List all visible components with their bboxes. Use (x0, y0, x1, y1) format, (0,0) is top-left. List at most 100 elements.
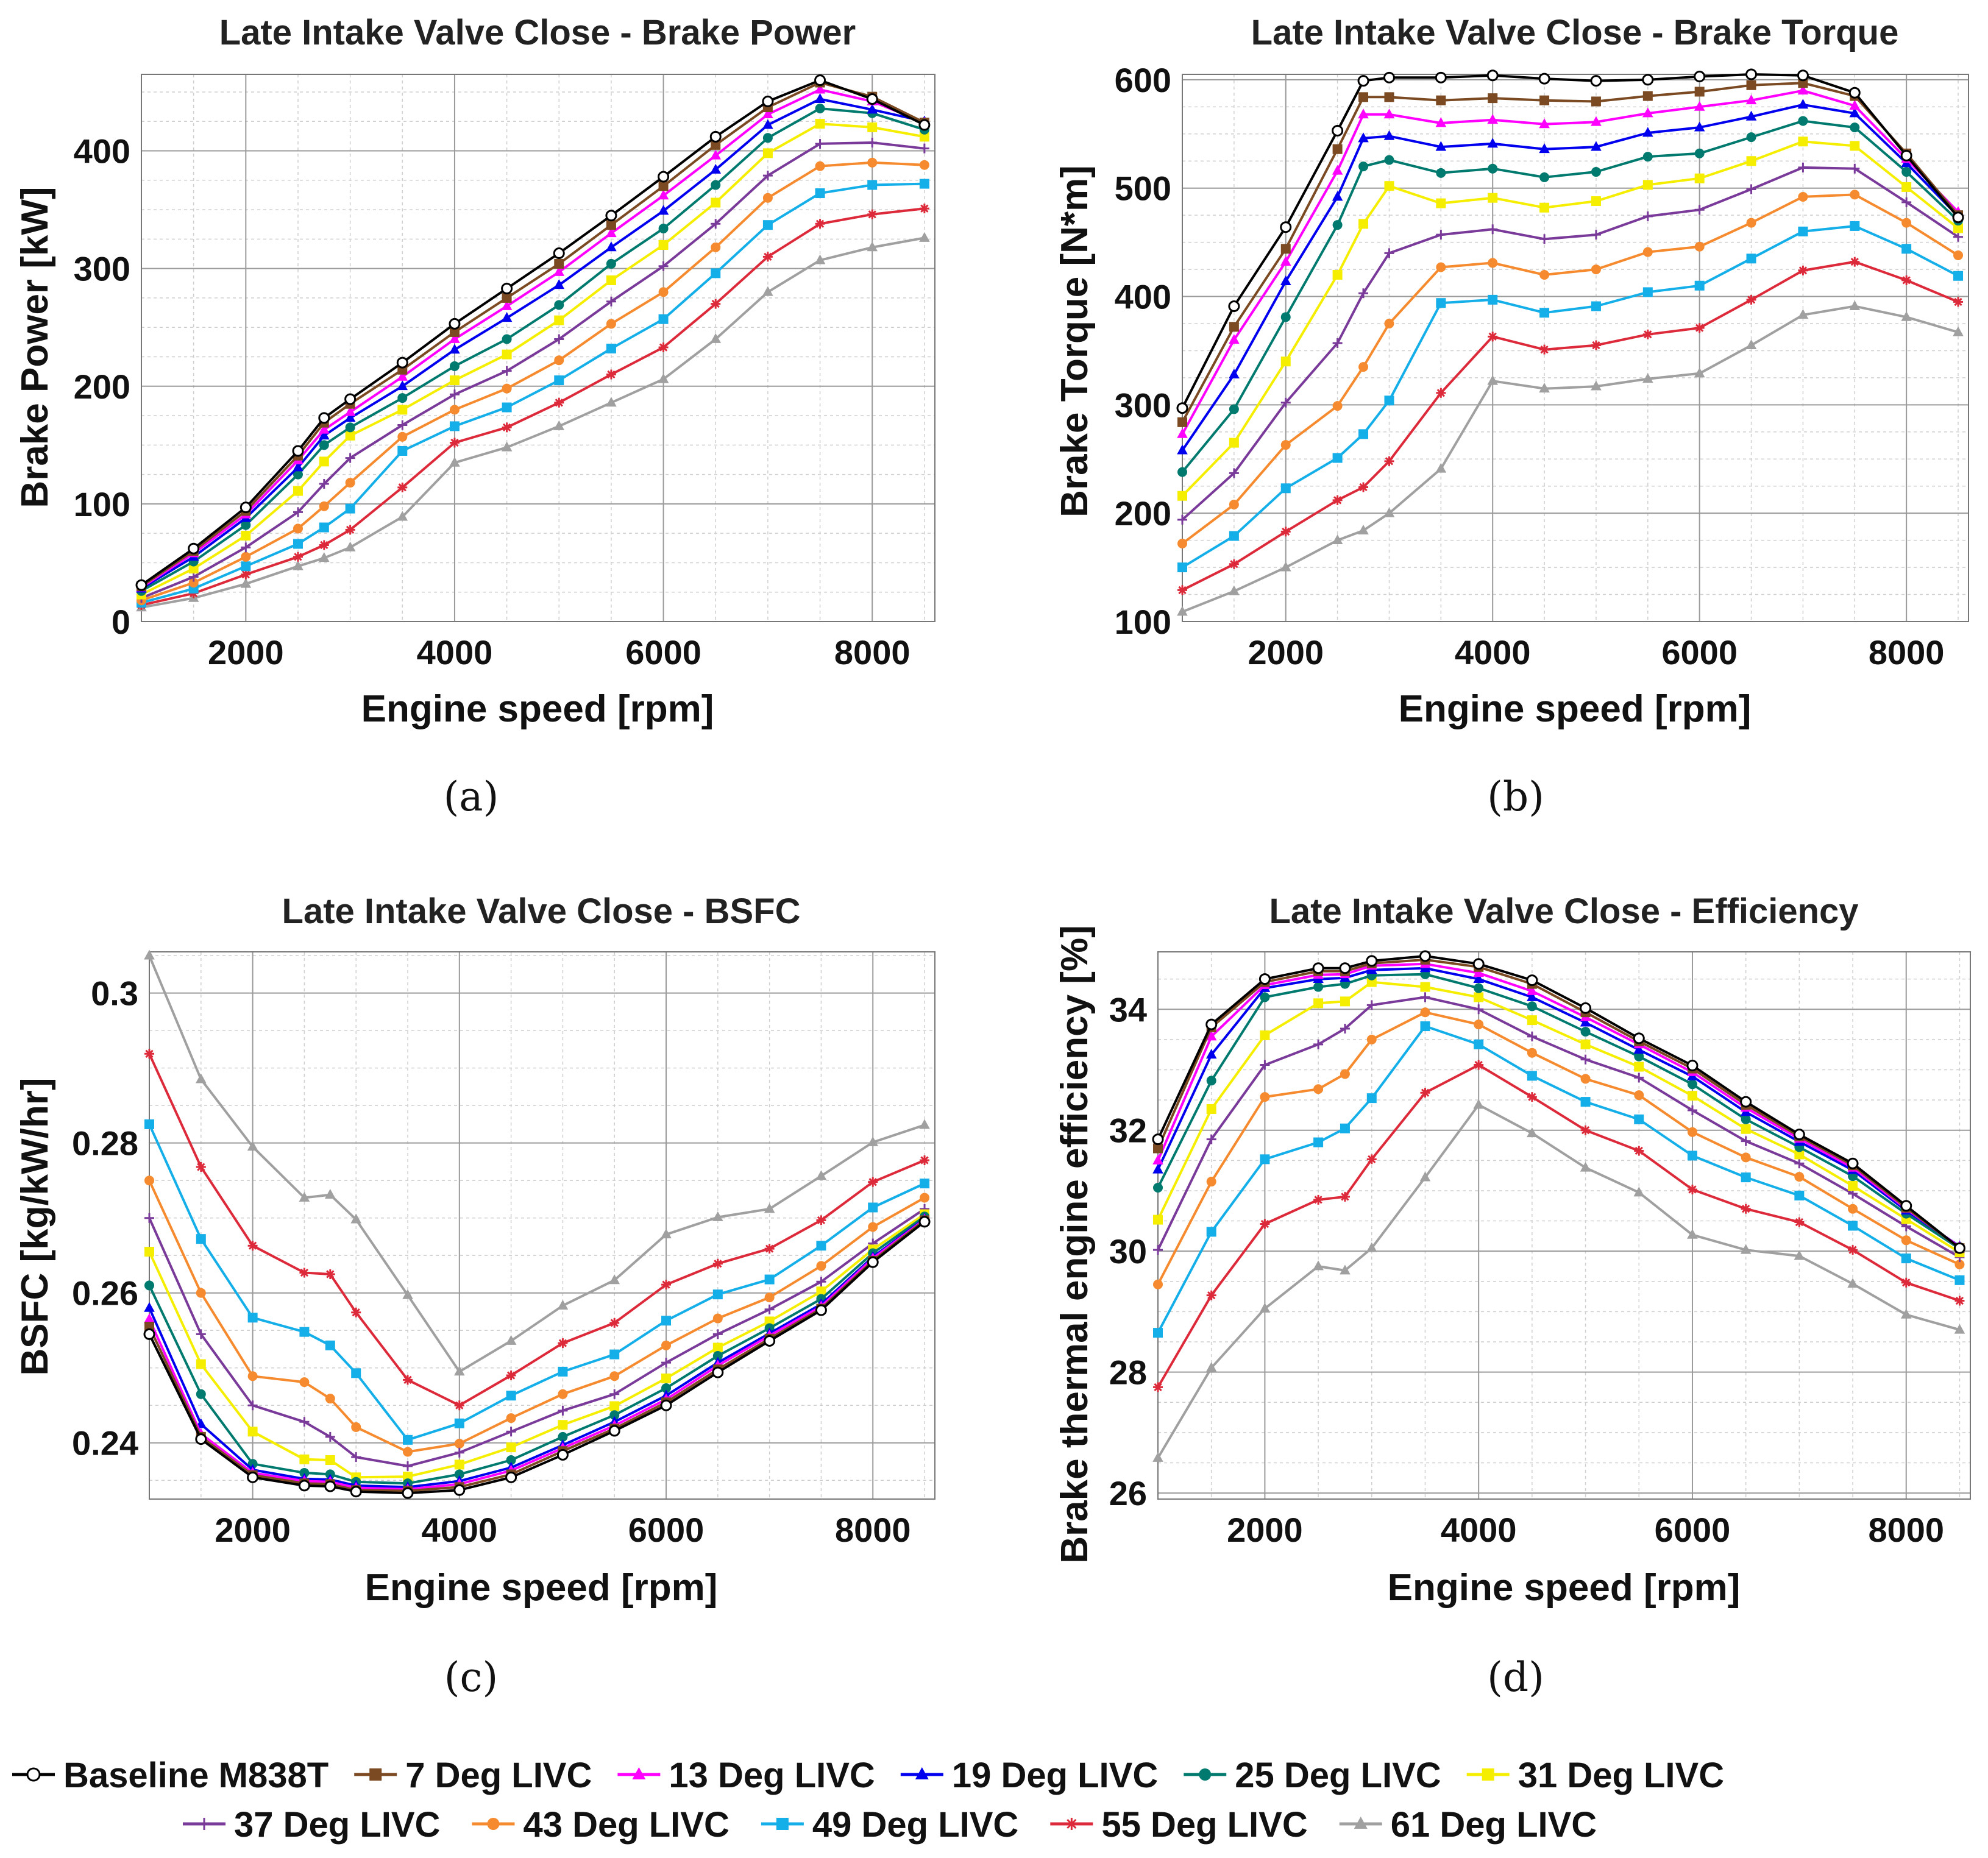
data-point (1580, 1161, 1591, 1172)
x-tick-label: 4000 (1455, 633, 1531, 672)
data-point (1473, 1099, 1484, 1109)
data-point (1953, 271, 1964, 281)
data-point (1580, 1054, 1591, 1065)
data-point (1850, 221, 1860, 231)
data-point (1358, 362, 1369, 372)
data-point (554, 300, 564, 310)
data-point (1340, 1123, 1350, 1133)
data-point (554, 397, 564, 408)
data-point (1794, 1172, 1805, 1182)
data-point (1953, 223, 1964, 233)
data-point (1797, 309, 1809, 319)
data-point (1694, 241, 1705, 252)
data-point (449, 405, 460, 415)
data-point (661, 1229, 672, 1239)
x-tick-label: 2000 (208, 633, 284, 672)
y-tick-label: 600 (1115, 61, 1171, 99)
data-point (762, 220, 773, 230)
data-point (241, 520, 251, 530)
data-point (710, 149, 722, 160)
data-point (1488, 294, 1498, 305)
data-point (403, 1461, 413, 1471)
data-point (814, 83, 826, 94)
data-point (867, 1256, 879, 1268)
data-point (1177, 585, 1187, 595)
data-point (711, 219, 721, 229)
data-point (1205, 1049, 1217, 1059)
data-point (1746, 218, 1756, 228)
data-point (764, 1244, 775, 1254)
data-point (402, 1289, 413, 1299)
data-point (1642, 127, 1653, 137)
data-point (501, 441, 513, 452)
data-point (247, 1427, 258, 1437)
data-point (1694, 323, 1705, 333)
data-point (1260, 1219, 1270, 1229)
data-point (606, 275, 616, 285)
data-point (919, 179, 929, 189)
data-point (762, 148, 773, 158)
data-point (1794, 1158, 1805, 1169)
data-point (554, 315, 564, 325)
data-point (247, 1241, 258, 1251)
data-point (712, 1313, 723, 1324)
data-point (1954, 1296, 1965, 1306)
data-point (1741, 1172, 1751, 1183)
data-point (1526, 974, 1538, 987)
data-point (1633, 1032, 1645, 1044)
y-tick-label: 28 (1109, 1353, 1147, 1392)
data-point (1474, 992, 1484, 1002)
data-point (867, 241, 878, 252)
data-point (1153, 1182, 1163, 1193)
data-point (506, 1442, 516, 1453)
data-point (1332, 495, 1343, 505)
data-point (449, 421, 460, 431)
data-point (919, 204, 929, 214)
data-point (1580, 1016, 1591, 1027)
y-tick-label: 0.24 (72, 1424, 138, 1463)
data-point (1260, 992, 1270, 1002)
data-point (712, 1289, 723, 1300)
data-point (1798, 226, 1808, 236)
data-point (867, 180, 878, 190)
data-point (325, 1455, 335, 1466)
legend-label: 7 Deg LIVC (405, 1756, 592, 1795)
data-point (1206, 1134, 1216, 1144)
data-point (299, 1417, 310, 1427)
data-point (1177, 562, 1187, 573)
data-point (1488, 258, 1498, 268)
data-point (1229, 404, 1239, 414)
data-point (920, 1193, 930, 1203)
data-point (454, 1469, 464, 1480)
data-point (1687, 1091, 1697, 1101)
x-tick-label: 6000 (628, 1511, 705, 1549)
plot-frame (1157, 951, 1971, 1500)
data-point (1850, 257, 1860, 267)
legend-marker (369, 1768, 382, 1781)
series (144, 1211, 930, 1489)
series (144, 1175, 930, 1457)
data-point (1358, 108, 1369, 119)
data-point (188, 572, 199, 582)
data-point (554, 258, 564, 269)
x-tick-label: 4000 (417, 633, 493, 672)
major-grid: 2000 4000 6000 8000 0.24 0.26 0.28 0.3 (72, 952, 935, 1549)
data-point (1280, 312, 1291, 322)
data-point (764, 1335, 776, 1347)
data-point (319, 440, 329, 450)
data-point (1746, 80, 1756, 90)
data-point (1527, 1071, 1537, 1081)
data-point (454, 1447, 464, 1458)
data-point (1634, 1062, 1644, 1072)
data-point (1313, 1260, 1324, 1271)
data-point (712, 1342, 723, 1353)
data-point (1435, 463, 1447, 473)
data-point (609, 1371, 620, 1381)
data-point (1474, 1004, 1484, 1015)
plot-frame (149, 951, 935, 1500)
data-point (1366, 1034, 1377, 1044)
series (137, 119, 929, 600)
x-axis-label: Engine speed [rpm] (361, 688, 714, 730)
x-axis-label: Engine speed [rpm] (1399, 688, 1752, 730)
data-point (293, 539, 303, 549)
